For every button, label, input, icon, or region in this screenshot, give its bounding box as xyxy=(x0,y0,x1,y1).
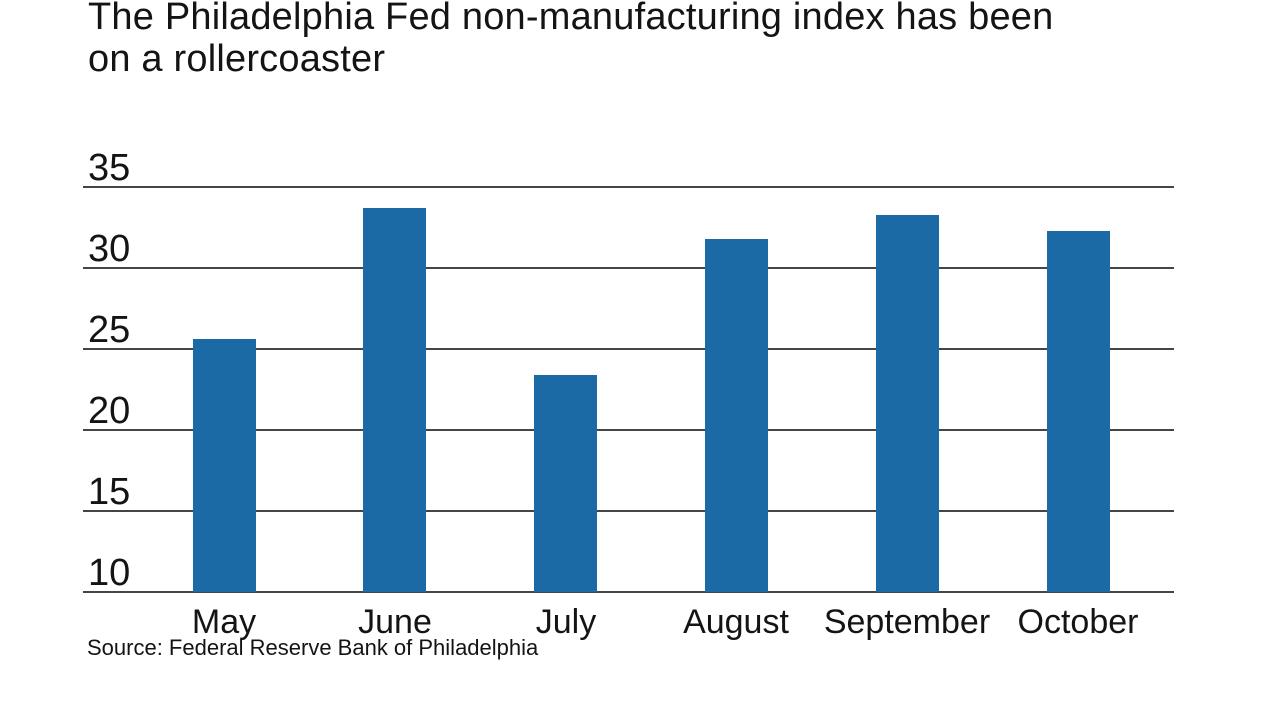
bar-june xyxy=(363,208,426,592)
bar-september xyxy=(876,215,939,592)
chart-title-line-2: on a rollercoaster xyxy=(88,38,386,80)
bar-october xyxy=(1047,231,1110,592)
y-tick-label-25: 25 xyxy=(88,309,131,351)
y-tick-label-10: 10 xyxy=(88,552,131,594)
x-tick-label-october: October xyxy=(1017,603,1139,641)
x-tick-label-june: June xyxy=(358,603,432,641)
y-tick-label-20: 20 xyxy=(88,390,131,432)
x-tick-label-september: September xyxy=(823,603,991,641)
bar-may xyxy=(193,339,256,592)
gridline-y-10 xyxy=(83,591,1174,593)
bar-july xyxy=(534,375,597,592)
bar-august xyxy=(705,239,768,592)
gridline-y-35 xyxy=(83,186,1174,188)
x-tick-label-july: July xyxy=(535,603,597,641)
y-tick-label-35: 35 xyxy=(88,147,131,189)
x-tick-label-august: August xyxy=(683,603,789,641)
gridline-y-30 xyxy=(83,267,1174,269)
source-note: Source: Federal Reserve Bank of Philadel… xyxy=(87,635,539,660)
chart-title-line-1: The Philadelphia Fed non-manufacturing i… xyxy=(88,0,1054,38)
y-tick-label-30: 30 xyxy=(88,228,131,270)
chart-title: The Philadelphia Fed non-manufacturing i… xyxy=(88,0,1208,80)
x-tick-label-may: May xyxy=(191,603,257,641)
gridline-y-25 xyxy=(83,348,1174,350)
gridline-y-20 xyxy=(83,429,1174,431)
y-tick-label-15: 15 xyxy=(88,471,131,513)
gridline-y-15 xyxy=(83,510,1174,512)
